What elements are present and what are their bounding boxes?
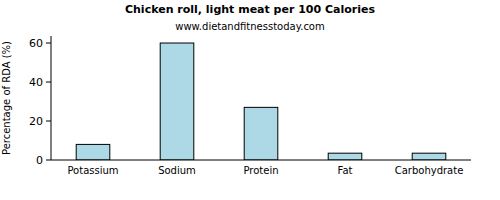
bar	[328, 153, 362, 160]
y-axis-label: Percentage of RDA (%)	[1, 41, 12, 155]
y-tick	[46, 121, 51, 122]
title: Chicken roll, light meat per 100 Calorie…	[125, 3, 375, 16]
bars	[76, 43, 446, 160]
bar	[160, 43, 194, 160]
chart-svg: Chicken roll, light meat per 100 Calorie…	[0, 0, 500, 200]
chart-container: Chicken roll, light meat per 100 Calorie…	[0, 0, 500, 200]
x-tick-label: Fat	[338, 165, 353, 176]
x-tick-label: Potassium	[67, 165, 118, 176]
x-tick-label: Sodium	[158, 165, 196, 176]
y-tick	[46, 160, 51, 161]
bar	[412, 153, 446, 160]
bar	[76, 144, 110, 160]
y-tick-label: 20	[29, 115, 43, 128]
y-tick	[46, 43, 51, 44]
x-axis-line	[51, 160, 471, 161]
x-tick-label: Carbohydrate	[395, 165, 464, 176]
y-axis-line	[51, 36, 52, 160]
y-tick-label: 60	[29, 37, 43, 50]
y-tick-label: 0	[36, 154, 43, 167]
x-tick-label: Protein	[243, 165, 278, 176]
bar	[244, 107, 278, 160]
y-tick	[46, 82, 51, 83]
subtitle: www.dietandfitnesstoday.com	[175, 21, 324, 32]
y-tick-label: 40	[29, 76, 43, 89]
